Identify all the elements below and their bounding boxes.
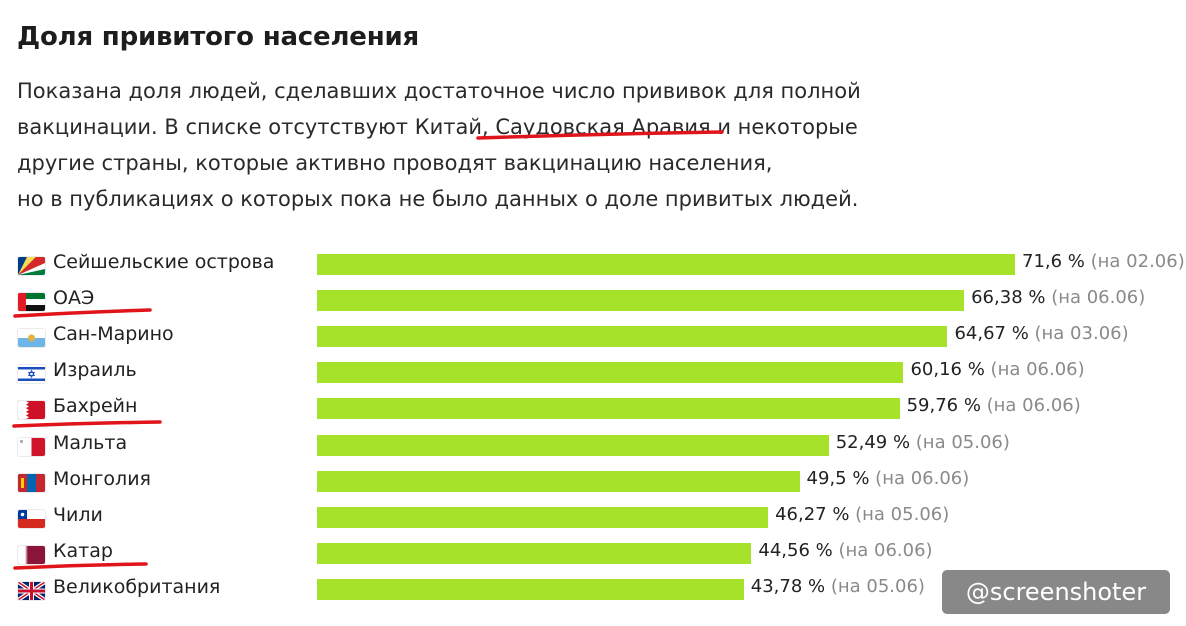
description-line: другие страны, которые активно проводят … xyxy=(17,151,773,175)
category-label: Сан-Марино xyxy=(53,323,174,346)
category-label: Бахрейн xyxy=(53,395,138,418)
data-label: 52,49 % (на 05.06) xyxy=(836,432,1010,453)
mongolia-flag-icon xyxy=(18,473,45,492)
date-label: (на 02.06) xyxy=(1084,251,1185,272)
category-label: Израиль xyxy=(53,359,137,382)
data-label: 66,38 % (на 06.06) xyxy=(971,287,1145,308)
qatar-flag-icon xyxy=(18,545,45,564)
date-label: (на 05.06) xyxy=(849,503,950,525)
date-label: (на 06.06) xyxy=(869,467,970,489)
chart-row: ОАЭ 66,38 % (на 06.06) xyxy=(0,283,1186,319)
category-label: ОАЭ xyxy=(53,287,95,310)
category-label: Сейшельские острова xyxy=(53,251,275,273)
value-label: 49,5 % xyxy=(806,467,870,489)
bar xyxy=(317,470,800,492)
chart-row: Катар 44,56 % (на 06.06) xyxy=(0,536,1186,572)
value-label: 66,38 % xyxy=(971,287,1046,309)
description-line: Показана доля людей, сделавших достаточн… xyxy=(17,79,861,103)
bar xyxy=(317,362,904,384)
bar xyxy=(317,578,744,600)
value-label: 46,27 % xyxy=(775,503,850,525)
chart-row: Бахрейн 59,76 % (на 06.06) xyxy=(0,391,1186,427)
category-label: Чили xyxy=(53,503,103,526)
data-label: 64,67 % (на 03.06) xyxy=(954,323,1128,344)
bar xyxy=(317,434,829,456)
chart-row: Израиль 60,16 % (на 06.06) xyxy=(0,355,1186,391)
value-label: 64,67 % xyxy=(954,323,1029,345)
data-label: 44,56 % (на 06.06) xyxy=(758,540,932,561)
israel-flag-icon xyxy=(18,365,45,384)
bar xyxy=(317,254,1015,275)
chart-row: Чили 46,27 % (на 05.06) xyxy=(0,500,1186,536)
date-label: (на 06.06) xyxy=(1045,287,1146,309)
value-label: 71,6 % xyxy=(1022,251,1085,272)
data-label: 59,76 % (на 06.06) xyxy=(907,395,1081,416)
bar xyxy=(317,290,965,312)
uk-flag-icon xyxy=(18,581,45,600)
page-title: Доля привитого населения xyxy=(17,22,420,52)
date-label: (на 05.06) xyxy=(825,575,925,597)
date-label: (на 05.06) xyxy=(910,431,1010,453)
category-label: Мальта xyxy=(53,431,128,454)
value-label: 52,49 % xyxy=(835,431,911,453)
data-label: 71,6 % (на 02.06) xyxy=(1022,251,1185,272)
chart-row: Мальта 52,49 % (на 05.06) xyxy=(0,428,1186,464)
bahrain-flag-icon xyxy=(18,401,45,420)
san-marino-flag-icon xyxy=(18,329,45,348)
value-label: 59,76 % xyxy=(906,395,981,417)
chart-row: Великобритания 43,78 % (на 05.06) xyxy=(0,572,1186,608)
description-line: но в публикациях о которых пока не было … xyxy=(17,187,859,211)
data-label: 46,27 % (на 05.06) xyxy=(775,504,949,525)
malta-flag-icon xyxy=(18,437,45,456)
uae-flag-icon xyxy=(18,293,45,312)
bar xyxy=(317,542,752,564)
bar xyxy=(317,326,948,348)
bar xyxy=(317,398,900,420)
chart-row: Монголия 49,5 % (на 06.06) xyxy=(0,464,1186,500)
data-label: 60,16 % (на 06.06) xyxy=(910,359,1084,380)
chart-row: Сан-Марино 64,67 % (на 03.06) xyxy=(0,319,1186,355)
category-label: Катар xyxy=(53,539,113,562)
description: Показана доля людей, сделавших достаточн… xyxy=(17,73,917,217)
bar xyxy=(317,506,769,528)
date-label: (на 03.06) xyxy=(1028,323,1129,345)
data-label: 43,78 % (на 05.06) xyxy=(751,576,925,597)
date-label: (на 06.06) xyxy=(984,359,1085,381)
seychelles-flag-icon xyxy=(18,257,45,275)
chart-row: Сейшельские острова 71,6 % (на 02.06) xyxy=(0,247,1186,283)
date-label: (на 06.06) xyxy=(832,539,933,561)
value-label: 43,78 % xyxy=(750,575,826,597)
category-label: Монголия xyxy=(53,467,151,490)
date-label: (на 06.06) xyxy=(980,395,1081,417)
value-label: 60,16 % xyxy=(910,359,985,381)
watermark: @screenshoter xyxy=(942,570,1170,614)
data-label: 49,5 % (на 06.06) xyxy=(807,468,970,489)
category-label: Великобритания xyxy=(53,575,221,598)
value-label: 44,56 % xyxy=(758,539,833,561)
chile-flag-icon xyxy=(18,509,45,528)
